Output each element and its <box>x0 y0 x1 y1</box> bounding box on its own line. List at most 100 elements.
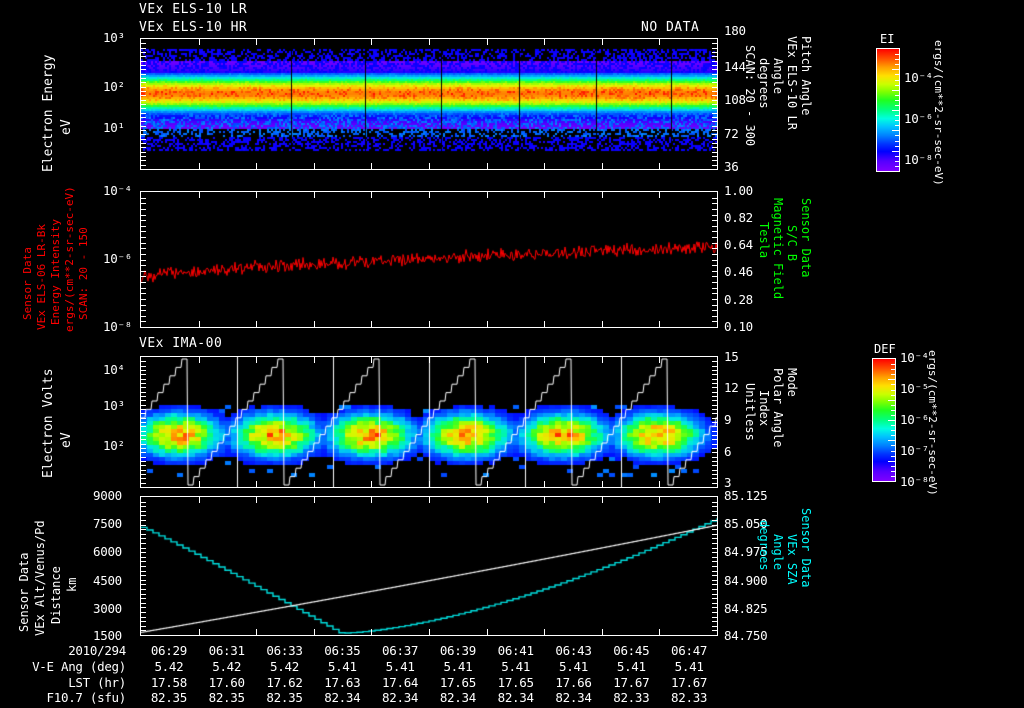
colorbar-tick <box>895 156 899 157</box>
axis-tick <box>141 465 146 466</box>
axis-tick <box>712 203 717 204</box>
axis-tick <box>141 405 146 406</box>
axis-tick <box>487 192 488 198</box>
colorbar-tick <box>895 161 899 162</box>
axis-tick <box>141 254 146 255</box>
axis-tick <box>544 192 545 198</box>
axis-tick <box>256 192 257 198</box>
axis-tick <box>712 293 717 294</box>
panel2-ytick-1: 10⁻⁶ <box>103 251 132 266</box>
axis-tick <box>141 260 146 261</box>
axis-tick <box>712 392 717 393</box>
axis-tick <box>712 506 717 507</box>
axis-tick <box>141 370 146 371</box>
axis-tick <box>712 409 717 410</box>
axis-tick <box>371 163 372 169</box>
axis-tick <box>141 534 146 535</box>
axis-tick <box>712 361 717 362</box>
axis-tick <box>429 39 430 45</box>
panel1-plot-frame[interactable] <box>140 38 718 170</box>
axis-tick <box>141 147 146 148</box>
panel3-plot-frame[interactable] <box>140 356 718 488</box>
bottom-axis-cell: 17.62 <box>266 675 303 690</box>
axis-tick <box>371 321 372 327</box>
axis-tick <box>141 220 146 221</box>
axis-tick <box>141 552 146 553</box>
panel4-plot-frame[interactable] <box>140 496 718 636</box>
panel2-right-tick-5: 0.10 <box>724 319 753 334</box>
axis-tick <box>141 209 146 210</box>
panel3-colorbar-tick-1: 10⁻⁵ <box>900 381 929 396</box>
panel1-right-tick-2: 108 <box>724 92 746 107</box>
axis-tick <box>712 534 717 535</box>
panel1-yaxis-title: Electron Energy <box>41 55 56 172</box>
colorbar-tick <box>895 120 899 121</box>
axis-tick <box>141 461 146 462</box>
axis-tick <box>141 566 146 567</box>
axis-tick <box>712 260 717 261</box>
panel4-right-tick-1: 85.050 <box>724 516 768 531</box>
axis-tick <box>314 629 315 635</box>
bottom-axis-cell: 5.41 <box>559 659 588 674</box>
axis-tick <box>199 357 200 363</box>
panel1-right-label-4: SCAN: 20 - 300 <box>743 45 757 147</box>
axis-tick <box>141 156 146 157</box>
colorbar-tick <box>891 415 895 416</box>
bottom-axis-cell: 17.63 <box>324 675 361 690</box>
panel4-right-label-0: Sensor Data <box>799 508 813 588</box>
panel1-colorbar-tick-2: 10⁻⁸ <box>904 152 933 167</box>
axis-tick <box>199 39 200 45</box>
panel3-ytick-1: 10³ <box>103 398 125 413</box>
axis-tick <box>712 474 717 475</box>
bottom-axis-cell: 17.65 <box>439 675 476 690</box>
axis-tick <box>602 39 603 45</box>
panel1-right-tick-3: 72 <box>724 126 739 141</box>
panel3-ima-spectrogram <box>141 357 717 487</box>
axis-tick <box>141 617 146 618</box>
bottom-axis-cell: 17.60 <box>208 675 245 690</box>
axis-tick <box>602 163 603 169</box>
axis-tick <box>712 130 717 131</box>
colorbar-tick <box>888 400 895 401</box>
panel4-left-label-2: Distance <box>49 566 63 624</box>
colorbar-tick <box>895 64 899 65</box>
axis-tick <box>712 139 717 140</box>
axis-tick <box>141 69 146 70</box>
colorbar-tick <box>891 384 895 385</box>
bottom-axis-cell: 06:31 <box>208 643 245 658</box>
bottom-axis-cell: 06:35 <box>324 643 361 658</box>
axis-tick <box>371 39 372 45</box>
axis-tick <box>256 481 257 487</box>
panel2-right-tick-1: 0.82 <box>724 210 753 225</box>
bottom-axis-row-label-1: V-E Ang (deg) <box>32 659 126 674</box>
axis-tick <box>141 575 146 576</box>
axis-tick <box>314 481 315 487</box>
axis-tick <box>141 392 146 393</box>
axis-tick <box>141 478 146 479</box>
axis-tick <box>141 143 146 144</box>
colorbar-tick <box>891 410 895 411</box>
axis-tick <box>487 163 488 169</box>
axis-tick <box>712 515 717 516</box>
axis-tick <box>199 192 200 198</box>
panel4-left-label-0: Sensor Data <box>17 552 31 632</box>
axis-tick <box>141 538 146 539</box>
panel3-ytick-2: 10² <box>103 438 125 453</box>
bottom-axis-cell: 5.41 <box>616 659 646 674</box>
bottom-axis-cell: 17.58 <box>150 675 187 690</box>
axis-tick <box>141 422 146 423</box>
axis-tick <box>141 152 146 153</box>
axis-tick <box>712 82 717 83</box>
colorbar-tick <box>891 425 895 426</box>
axis-tick <box>712 525 717 526</box>
axis-tick <box>256 497 257 503</box>
axis-tick <box>712 538 717 539</box>
bottom-axis-cell: 06:47 <box>671 643 708 658</box>
panel3-ytick-0: 10⁴ <box>103 362 125 377</box>
axis-tick <box>544 629 545 635</box>
panel2-plot-frame[interactable] <box>140 191 718 328</box>
colorbar-tick <box>891 476 895 477</box>
bottom-axis-cell: 5.41 <box>327 659 357 674</box>
bottom-axis-cell: 82.33 <box>613 690 650 705</box>
colorbar-tick <box>891 430 895 431</box>
